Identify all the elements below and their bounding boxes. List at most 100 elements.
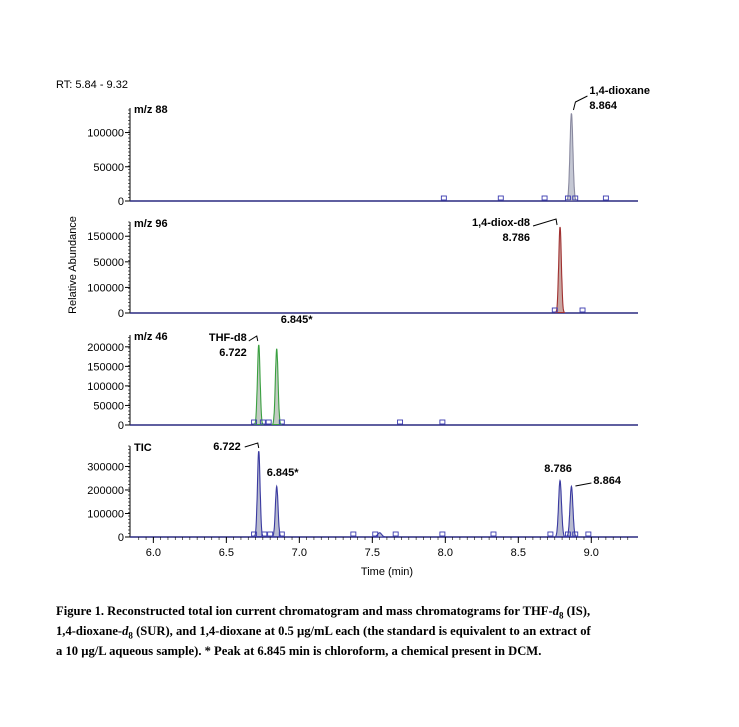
panel-label: m/z 88 (134, 104, 168, 116)
panel-2: 200000 150000 100000 50000 0 m/z 46 THF-d8 6.72… (87, 314, 638, 432)
integration-marker (497, 195, 504, 201)
caption-italic: d (122, 624, 129, 639)
integration-marker (440, 195, 447, 201)
integration-marker (585, 531, 592, 537)
integration-marker (602, 195, 609, 201)
integration-marker (572, 195, 579, 201)
y-tick-label: 100000 (87, 128, 124, 140)
y-tick-label: 150000 (87, 361, 124, 373)
y-tick-label: 0 (118, 196, 124, 208)
leader-line (248, 335, 259, 342)
panel-label: TIC (134, 442, 152, 454)
caption-subscript: 8 (128, 630, 133, 641)
integration-marker (579, 307, 586, 313)
x-tick-label: 8.5 (511, 547, 526, 559)
panel-3: 300000 200000 100000 0 TIC 6.722 6.845* 8.786 8.… (87, 441, 638, 544)
integration-marker (392, 531, 399, 537)
peak-annotation: 6.845* (281, 314, 314, 326)
peak (271, 348, 283, 426)
x-tick-label: 8.0 (438, 547, 453, 559)
peak-annotation: 6.722 (219, 347, 247, 359)
panel-label: m/z 46 (134, 331, 168, 343)
leader-line (575, 482, 592, 487)
caption-text: 1,4-dioxane- (56, 624, 123, 639)
integration-marker (439, 419, 446, 425)
panel-1: 150000 100000 50000 0 m/z 96 1,4-diox-d8 8.786 (87, 217, 638, 320)
peak-annotation: 6.845* (267, 467, 300, 479)
peak-annotation: 8.864 (589, 100, 617, 112)
caption-line-1: Figure 1. Reconstructed total ion curren… (56, 604, 696, 624)
panels-group: 100000 50000 0 m/z 88 1,4-dioxane 8.864 150000… (87, 85, 650, 544)
integration-marker (372, 531, 379, 537)
x-axis: 6.0 6.5 7.0 7.5 8.0 8.5 9.0 (138, 537, 629, 559)
x-tick-label: 9.0 (584, 547, 599, 559)
y-tick-label: 50000 (93, 162, 124, 174)
peak (253, 451, 265, 538)
chromatogram-figure: RT: 5.84 - 9.32 100000 50000 0 m/z 88 1,4-di… (56, 79, 650, 578)
y-tick-label: 200000 (87, 485, 124, 497)
integration-marker (564, 195, 571, 201)
peak-annotation: 8.864 (593, 475, 621, 487)
caption-subscript: 8 (559, 610, 564, 621)
integration-marker (278, 419, 285, 425)
caption-text: (IS), (563, 604, 591, 618)
integration-marker (541, 195, 548, 201)
x-tick-label: 6.0 (146, 547, 161, 559)
x-tick-label: 7.0 (292, 547, 307, 559)
peak (565, 484, 578, 538)
x-tick-label: 7.5 (365, 547, 380, 559)
y-axis-label: Relative Abundance (67, 216, 79, 314)
peak-annotation: 1,4-dioxane (589, 85, 650, 97)
panel-label: m/z 96 (134, 218, 168, 230)
y-tick-label: 100000 (87, 508, 124, 520)
peak-annotation: 6.722 (213, 441, 241, 453)
peak (554, 226, 566, 314)
leader-line (572, 95, 588, 111)
y-tick-label: 50000 (93, 400, 124, 412)
integration-marker (490, 531, 497, 537)
caption-line-3: a 10 µg/L aqueous sample). * Peak at 6.8… (56, 644, 542, 659)
integration-marker (261, 531, 268, 537)
integration-marker (397, 419, 404, 425)
peak (565, 113, 577, 202)
x-tick-label: 6.5 (219, 547, 234, 559)
y-tick-label: 0 (118, 420, 124, 432)
peak-annotation: 8.786 (503, 232, 531, 244)
peak (554, 478, 566, 538)
rt-range-label: RT: 5.84 - 9.32 (56, 79, 128, 91)
integration-marker (439, 531, 446, 537)
caption-line-2: 1,4-dioxane-d8 (SUR), and 1,4-dioxane at… (56, 624, 696, 644)
x-axis-label: Time (min) (361, 566, 413, 578)
leader-line (532, 218, 558, 227)
peak (253, 344, 265, 426)
caption-italic: d (552, 604, 559, 618)
y-tick-label: 0 (118, 532, 124, 544)
integration-marker (267, 531, 274, 537)
y-tick-label: 300000 (87, 461, 124, 473)
panel-0: 100000 50000 0 m/z 88 1,4-dioxane 8.864 (87, 85, 650, 208)
integration-marker (265, 419, 272, 425)
integration-marker (547, 531, 554, 537)
leader-line (244, 442, 260, 449)
integration-marker (350, 531, 357, 537)
integration-marker (278, 531, 285, 537)
y-tick-label: 150000 (87, 231, 124, 243)
peak-annotation: 1,4-diox-d8 (472, 217, 530, 229)
integration-marker (551, 307, 558, 313)
integration-marker (564, 531, 571, 537)
peak (271, 484, 283, 538)
y-tick-label: 100000 (87, 282, 124, 294)
y-tick-label: 0 (118, 308, 124, 320)
peak-annotation: 8.786 (544, 463, 572, 475)
y-tick-label: 100000 (87, 381, 124, 393)
figure-caption: Figure 1. Reconstructed total ion curren… (56, 604, 696, 660)
y-tick-label: 200000 (87, 342, 124, 354)
peak-annotation: THF-d8 (209, 332, 247, 344)
integration-marker (251, 531, 258, 537)
integration-marker (251, 419, 258, 425)
integration-marker (572, 531, 579, 537)
y-tick-label: 50000 (93, 257, 124, 269)
caption-text: (SUR), and 1,4-dioxane at 0.5 µg/mL each… (132, 624, 591, 639)
integration-marker (259, 419, 266, 425)
caption-text: Figure 1. Reconstructed total ion curren… (56, 604, 553, 618)
